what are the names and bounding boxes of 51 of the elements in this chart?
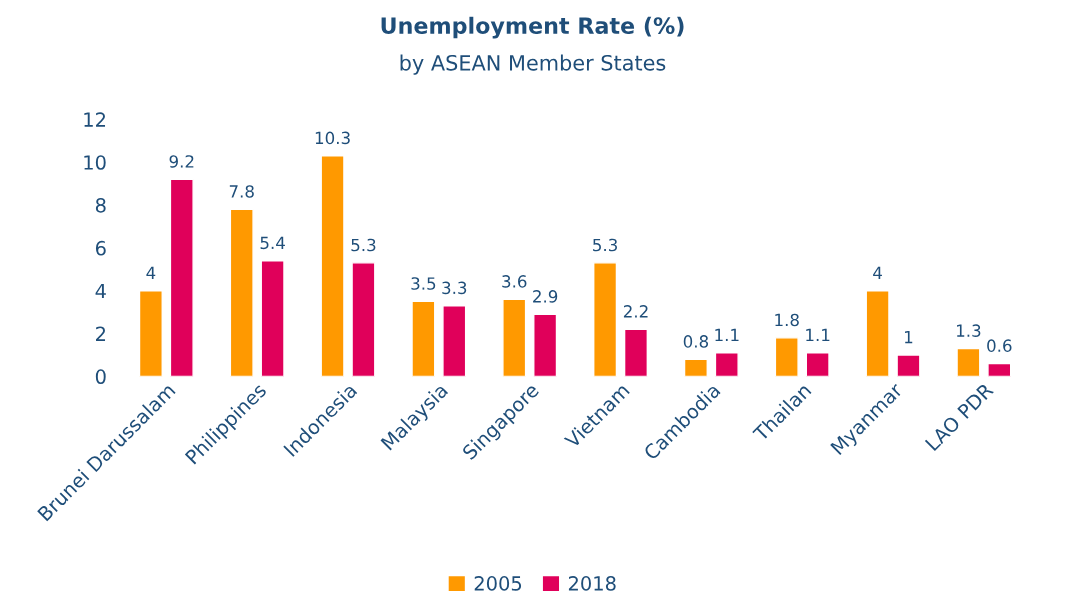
- y-tick-label: 4: [95, 283, 106, 299]
- y-tick-label: 10: [84, 155, 106, 170]
- data-label: 9.2: [169, 155, 194, 168]
- bar: [138, 290, 163, 377]
- bar: [320, 155, 345, 377]
- data-label: 5.3: [351, 238, 376, 252]
- bar: [260, 260, 285, 377]
- y-tick-label: 12: [84, 112, 106, 127]
- bar: [411, 300, 436, 377]
- bar: [805, 352, 830, 377]
- data-label: 10.3: [315, 131, 350, 145]
- bar: [987, 362, 1012, 377]
- bar: [714, 352, 739, 377]
- y-tick-label: 8: [95, 197, 106, 213]
- data-label: 4: [146, 266, 156, 279]
- bar: [774, 337, 799, 377]
- data-label: 0.6: [987, 339, 1012, 352]
- data-label: 3.5: [411, 277, 436, 290]
- bar: [442, 304, 467, 377]
- bar: [683, 358, 708, 377]
- bar: [351, 262, 376, 377]
- chart-title: Unemployment Rate (%): [381, 16, 684, 39]
- data-label: 3.3: [442, 281, 467, 295]
- data-label: 1.3: [957, 324, 981, 337]
- bar: [229, 208, 254, 377]
- data-label: 5.4: [260, 236, 285, 250]
- bar: [593, 262, 618, 377]
- data-label: 7.8: [229, 185, 254, 198]
- bar: [956, 347, 981, 377]
- bar: [623, 328, 649, 377]
- chart-subtitle: by ASEAN Member States: [400, 54, 666, 75]
- data-label: 1.1: [715, 328, 739, 342]
- data-label: 5.3: [593, 238, 617, 252]
- bar: [169, 178, 194, 377]
- data-label: 2.2: [623, 305, 648, 318]
- data-label: 1.8: [775, 313, 799, 327]
- data-label: 1.1: [806, 328, 830, 342]
- data-label: 4: [873, 266, 882, 279]
- data-label: 3.6: [502, 275, 527, 288]
- data-label: 0.8: [683, 335, 709, 348]
- y-tick-label: 2: [96, 326, 106, 341]
- data-label: 1: [905, 331, 913, 344]
- data-label: 2.9: [533, 290, 558, 303]
- bar: [896, 354, 921, 377]
- y-tick-label: 6: [95, 240, 106, 256]
- bar: [502, 298, 527, 377]
- bar: [533, 313, 558, 377]
- y-tick-label: 0: [95, 369, 106, 385]
- legend-label: 2005: [474, 576, 522, 591]
- bar: [865, 290, 890, 377]
- legend-label: 2018: [568, 576, 616, 591]
